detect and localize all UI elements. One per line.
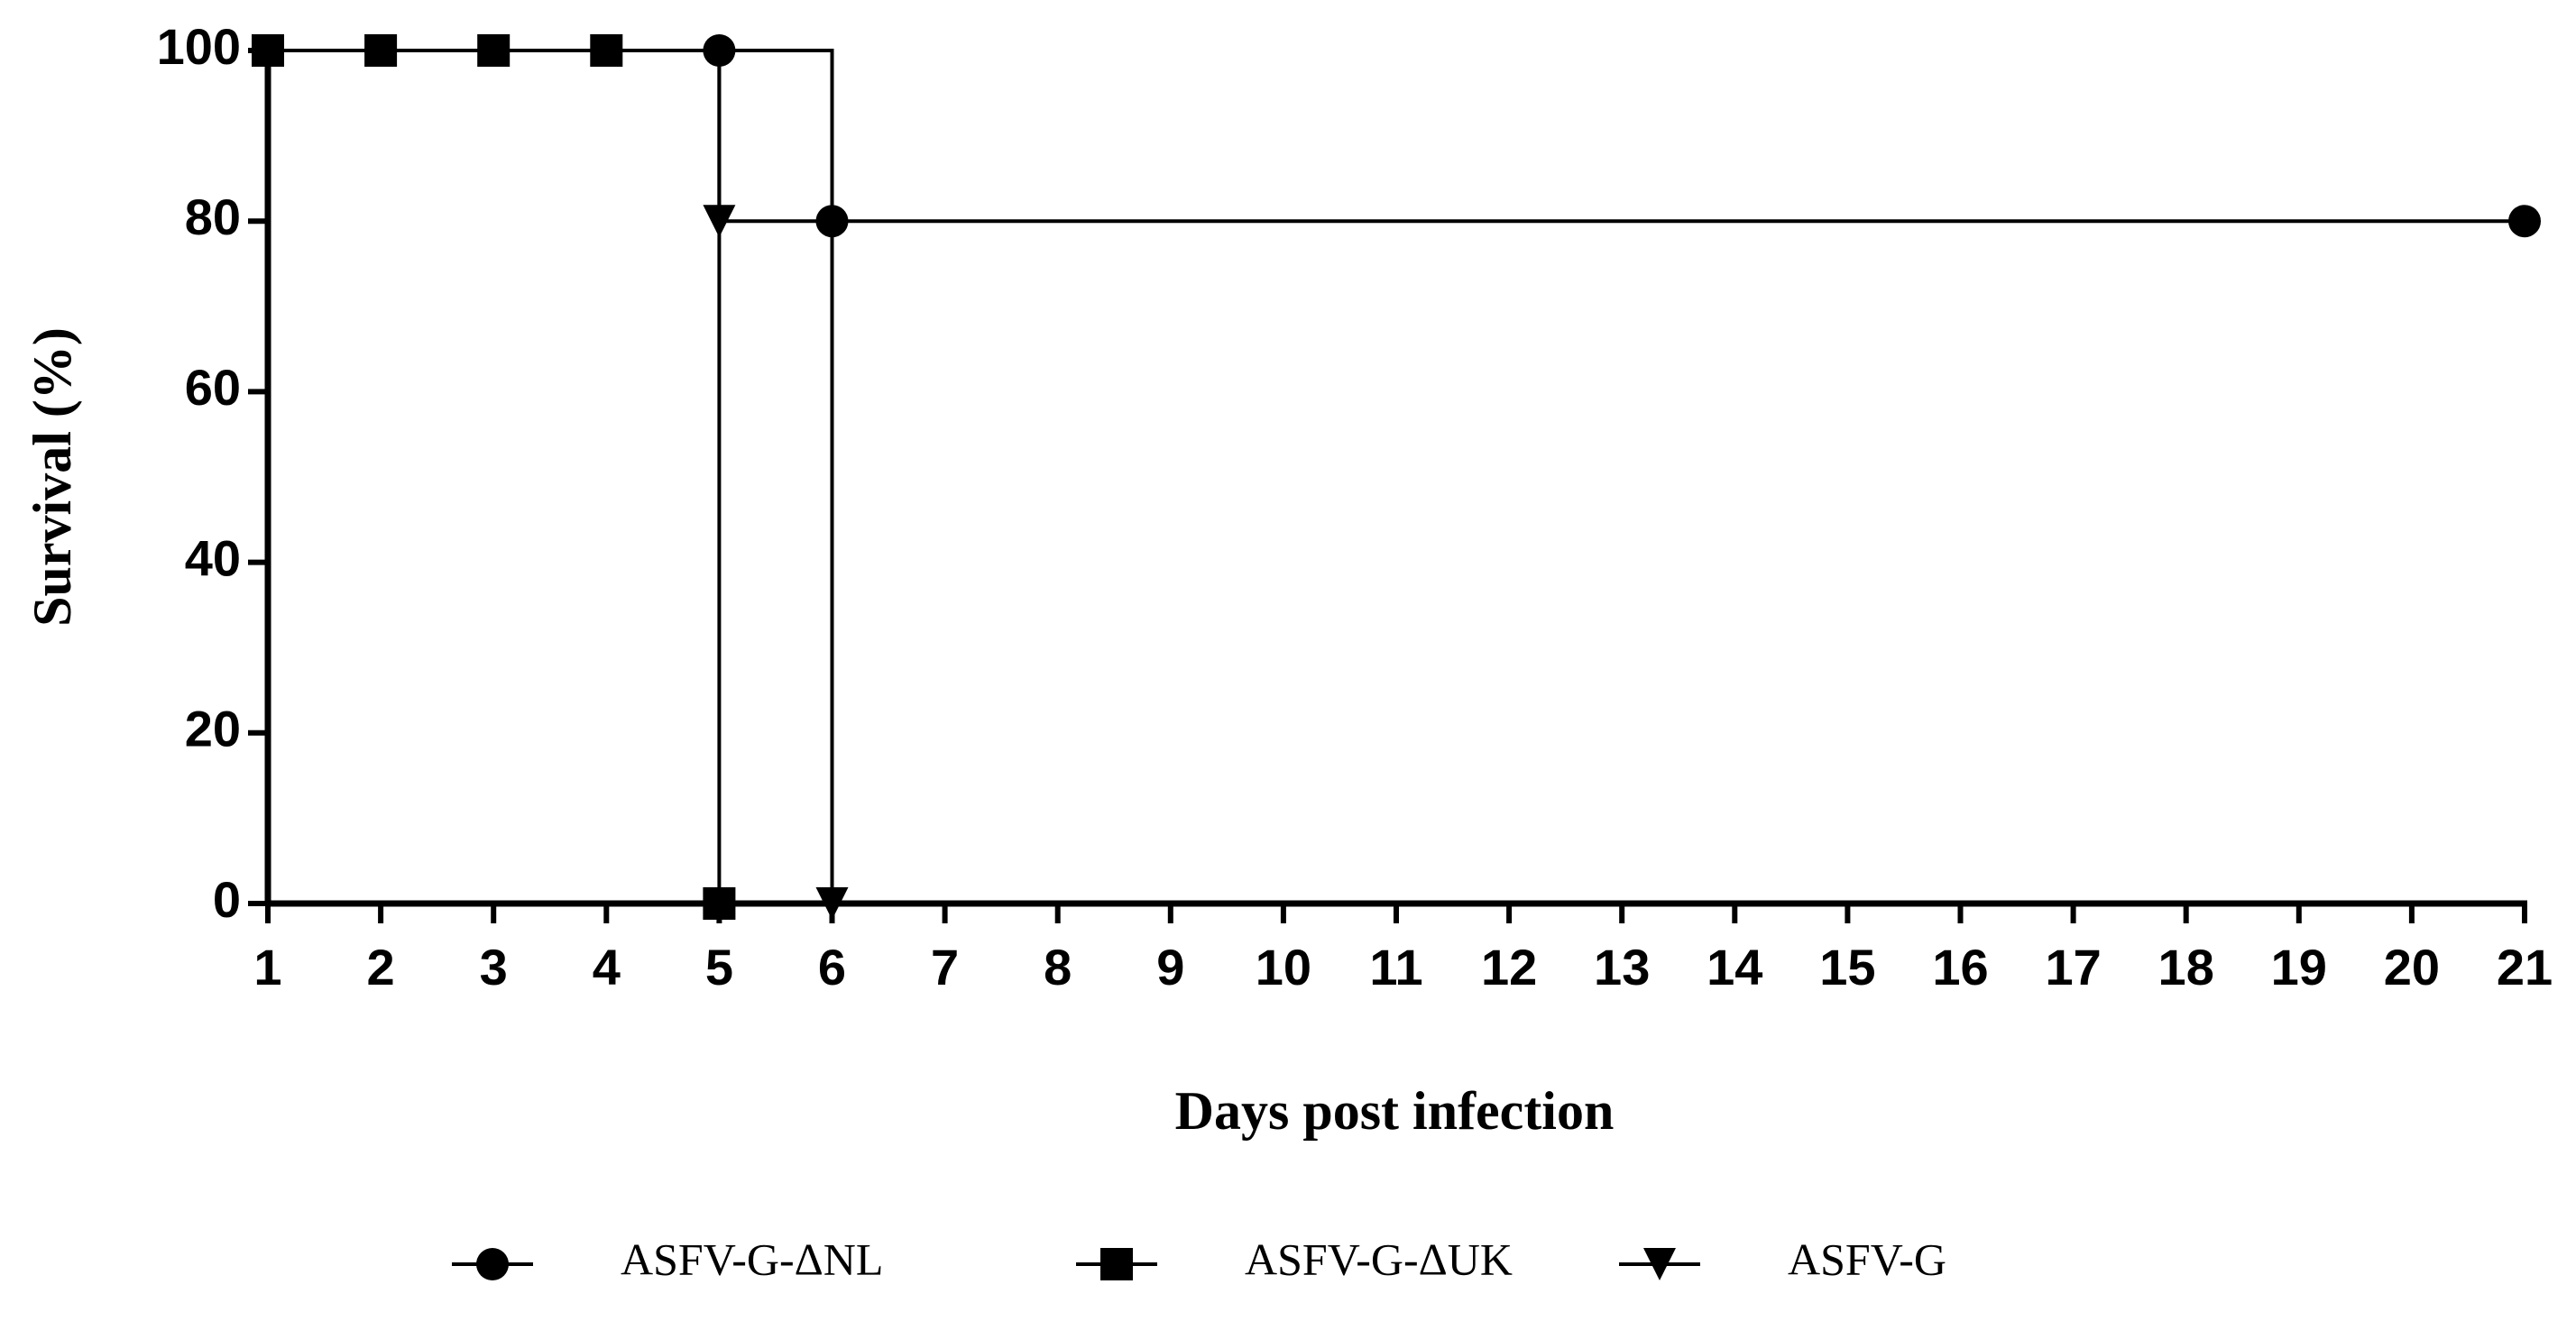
x-tick-label: 11 [1369, 939, 1422, 995]
legend-label: ASFV-G [1788, 1234, 1946, 1284]
data-point [477, 34, 511, 67]
x-tick-label: 8 [1044, 939, 1072, 995]
y-tick-label: 40 [185, 529, 241, 586]
series [252, 34, 736, 920]
x-tick-label: 20 [2384, 939, 2440, 995]
x-tick-label: 3 [480, 939, 508, 995]
step-segment [719, 219, 834, 904]
legend-item: ASFV-G-ΔNL [452, 1234, 883, 1284]
legend-marker [1100, 1248, 1133, 1280]
x-tick-label: 9 [1156, 939, 1184, 995]
y-tick-label: 80 [185, 188, 241, 245]
y-tick-label: 0 [213, 871, 241, 928]
step-segment [606, 49, 722, 904]
legend-item: ASFV-G [1619, 1234, 1946, 1284]
x-tick-label: 5 [705, 939, 733, 995]
x-tick-label: 19 [2271, 939, 2327, 995]
x-tick-label: 10 [1256, 939, 1311, 995]
series [252, 34, 849, 920]
x-tick-label: 12 [1481, 939, 1537, 995]
x-tick-label: 13 [1594, 939, 1650, 995]
x-tick-label: 7 [931, 939, 959, 995]
x-tick-label: 18 [2158, 939, 2214, 995]
x-tick-label: 17 [2045, 939, 2101, 995]
x-tick-label: 4 [593, 939, 621, 995]
step-segment [606, 49, 722, 222]
data-point [364, 34, 398, 67]
legend-item: ASFV-G-ΔUK [1076, 1234, 1513, 1284]
data-point [2508, 205, 2541, 238]
y-tick-label: 20 [185, 701, 241, 757]
x-tick-label: 6 [818, 939, 846, 995]
y-tick-label: 100 [157, 18, 241, 75]
x-tick-label: 2 [367, 939, 395, 995]
y-tick-label: 60 [185, 359, 241, 416]
x-tick-label: 21 [2497, 939, 2553, 995]
data-point [703, 887, 736, 920]
legend-marker [1643, 1248, 1676, 1280]
data-point [590, 34, 623, 67]
x-axis-title: Days post infection [1175, 1081, 1615, 1141]
x-tick-label: 15 [1819, 939, 1875, 995]
legend-marker [476, 1248, 509, 1280]
step-segment [719, 49, 834, 222]
legend-label: ASFV-G-ΔUK [1245, 1234, 1513, 1284]
legend-label: ASFV-G-ΔNL [621, 1234, 883, 1284]
x-tick-label: 16 [1932, 939, 1988, 995]
x-tick-label: 14 [1707, 939, 1762, 995]
data-point [815, 887, 849, 920]
x-tick-label: 1 [253, 939, 281, 995]
data-point [252, 34, 284, 67]
y-axis-title: Survival (%) [23, 327, 82, 627]
